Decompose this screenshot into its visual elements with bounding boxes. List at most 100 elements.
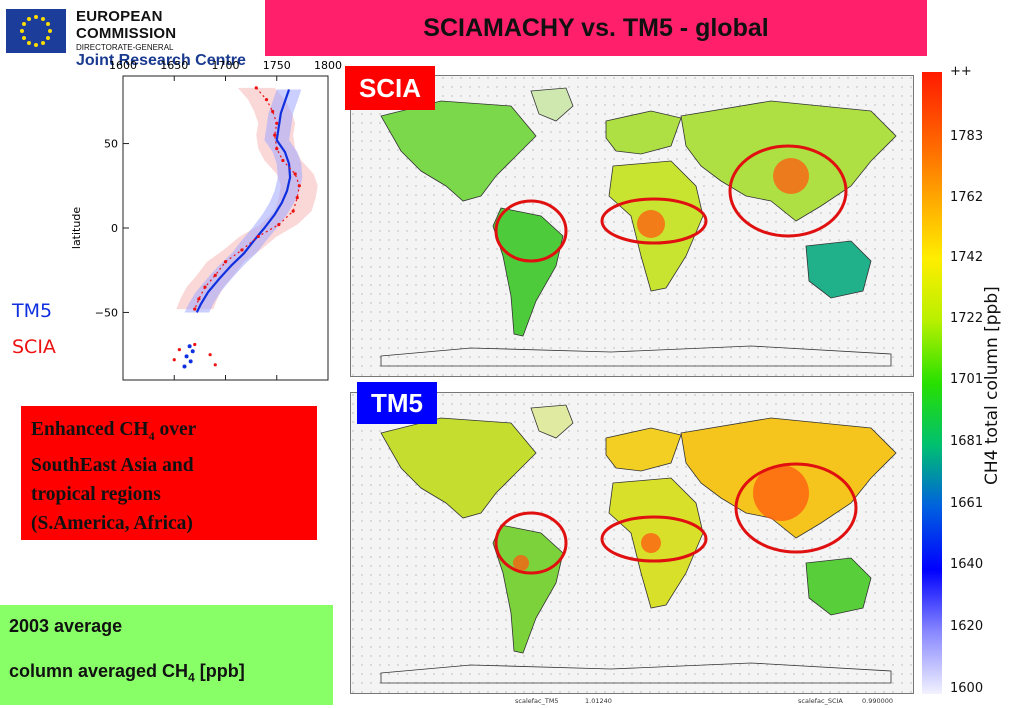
scia-point (256, 234, 260, 239)
finding-box: Enhanced CH4 over SouthEast Asia and tro… (21, 406, 317, 540)
average-note-sub: 4 (188, 670, 195, 685)
high-ch4-hotspot (753, 465, 809, 521)
continent-greenland (530, 404, 574, 439)
profile-svg: 1600 1650 1700 1750 1800 50 0 −50 latitude (70, 59, 342, 381)
scia-point (240, 248, 244, 252)
org-directorate: DIRECTORATE-GENERAL (76, 43, 174, 52)
legend-scia: SCIA (12, 336, 56, 358)
continent-antarctica (380, 662, 892, 684)
tm5-antarctic-point (187, 344, 192, 349)
eu-flag-icon (6, 9, 66, 53)
finding-subscript: 4 (148, 428, 155, 443)
continent-europe (605, 110, 682, 155)
continent-australia (805, 557, 872, 616)
scia-map (350, 75, 914, 377)
tm5-series-line (195, 89, 292, 313)
average-note-main: column averaged CH (9, 661, 189, 681)
scia-antarctic-point (208, 353, 212, 357)
x-tick-label: 1750 (263, 59, 291, 72)
scia-point (223, 260, 228, 264)
average-note-box: 2003 average column averaged CH4 [ppb] (0, 605, 333, 705)
high-ch4-hotspot (641, 533, 661, 553)
highlight-ellipse (734, 462, 858, 554)
scia-point (193, 307, 197, 311)
scia-point (275, 121, 279, 125)
continent-south-america (492, 524, 564, 654)
tm5-label-text: TM5 (371, 387, 423, 418)
scia-point (281, 158, 285, 163)
scia-label-text: SCIA (358, 72, 422, 103)
scia-point (213, 273, 217, 277)
scia-point (197, 297, 201, 301)
finding-line1: Enhanced CH (31, 419, 149, 440)
continent-antarctica (380, 345, 892, 367)
scia-point (295, 196, 299, 200)
latitude-profile-chart: 1600 1650 1700 1750 1800 50 0 −50 latitude TM5… (0, 56, 350, 386)
tm5-antarctic-point (184, 354, 189, 359)
footer-scia-label: scalefac_SCIA (798, 697, 843, 705)
colorbar-tick-label: 1681 (950, 434, 984, 449)
footer-tm5-label: scalefac_TM5 (515, 697, 559, 705)
legend-tm5: TM5 (12, 300, 53, 322)
scia-antarctic-point (213, 363, 217, 367)
tm5-map (350, 392, 914, 694)
scia-antarctic-point (193, 342, 197, 347)
y-tick-label: 0 (111, 222, 118, 235)
tm5-spread-band (184, 89, 303, 313)
high-ch4-hotspot (513, 555, 529, 571)
high-ch4-hotspot (773, 158, 809, 194)
highlight-ellipse (728, 144, 848, 238)
scia-map-graphic (351, 76, 913, 376)
average-note-line2: column averaged CH4 [ppb] (9, 661, 245, 685)
colorbar-gradient (922, 72, 942, 694)
continent-north-america (380, 417, 537, 519)
org-name: EUROPEAN COMMISSION (76, 8, 177, 42)
tm5-label-bg (357, 382, 437, 424)
continent-north-america (380, 100, 537, 202)
y-tick-label: −50 (95, 306, 118, 319)
scia-map-label: SCIA (345, 66, 435, 110)
tm5-map-label: TM5 (357, 382, 437, 424)
scia-point (293, 172, 297, 176)
high-ch4-hotspot (637, 210, 665, 238)
org-centre: Joint Research Centre (76, 52, 246, 69)
slide-title: SCIAMACHY vs. TM5 - global (423, 13, 769, 42)
x-tick-label: 1600 (109, 59, 137, 72)
tm5-antarctic-point (190, 349, 195, 354)
average-note-line1: 2003 average (9, 616, 123, 636)
scia-antarctic-point (172, 358, 176, 362)
scia-point (254, 86, 258, 90)
scia-label-bg (345, 66, 435, 110)
finding-line4: (S.America, Africa) (31, 512, 193, 534)
x-tick-label: 1700 (212, 59, 240, 72)
scia-point (297, 184, 301, 188)
finding-line3: tropical regions (31, 483, 161, 505)
scia-point (271, 109, 275, 114)
continent-australia (805, 240, 872, 299)
y-tick-label: 50 (104, 138, 118, 151)
colorbar-tick-label: 1742 (950, 250, 984, 265)
colorbar-tick-label: 1661 (950, 496, 984, 511)
scia-point (273, 133, 277, 137)
finding-line2: SouthEast Asia and (31, 454, 194, 476)
colorbar-tick-label: 1722 (950, 311, 984, 326)
tm5-antarctic-point (182, 364, 187, 369)
x-tick-label: 1800 (314, 59, 342, 72)
highlight-ellipse (600, 197, 708, 245)
highlight-ellipse (494, 199, 568, 263)
jrc-logo: EUROPEAN COMMISSION DIRECTORATE-GENERAL … (6, 6, 256, 69)
footer-tm5-value: 1.01240 (585, 697, 612, 705)
colorbar-title: CH4 total column [ppb] (982, 286, 1002, 485)
finding-line1-end: over (154, 419, 197, 440)
x-tick-label: 1650 (160, 59, 188, 72)
scia-point (291, 209, 295, 213)
scia-point (277, 223, 281, 227)
footer-scia-value: 0.990000 (862, 697, 894, 705)
highlight-ellipse (600, 515, 708, 563)
colorbar-tick-label: 1783 (950, 129, 984, 144)
scia-point (203, 285, 207, 289)
colorbar-tick-label: 1701 (950, 372, 984, 387)
scia-point (275, 147, 279, 151)
scia-point (264, 98, 269, 102)
colorbar-tick-label: 1640 (950, 557, 984, 572)
